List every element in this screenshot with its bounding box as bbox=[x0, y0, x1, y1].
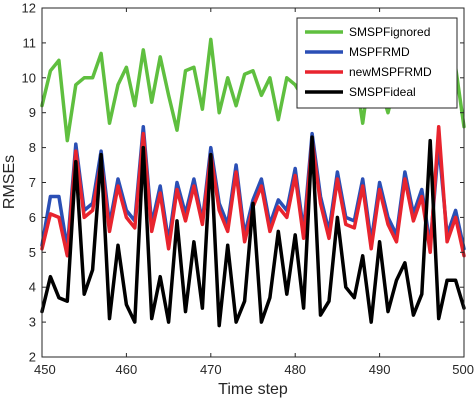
x-axis-title: Time step bbox=[218, 381, 288, 398]
x-tick-label: 450 bbox=[34, 362, 56, 377]
series-line-SMSPFideal bbox=[40, 135, 466, 328]
x-tick-label: 490 bbox=[369, 362, 391, 377]
y-tick-label: 8 bbox=[29, 140, 36, 155]
y-tick-label: 11 bbox=[23, 35, 37, 50]
legend-label: newMSPFRMD bbox=[349, 65, 432, 79]
x-tick-label: 500 bbox=[452, 362, 474, 377]
plot-frame bbox=[41, 7, 465, 358]
y-tick-label: 5 bbox=[29, 245, 36, 260]
x-tick-label: 480 bbox=[284, 362, 306, 377]
y-tick-label: 7 bbox=[29, 175, 36, 190]
legend-label: SMSPFideal bbox=[349, 85, 416, 99]
y-tick-label: 10 bbox=[22, 70, 36, 85]
x-tick-label: 460 bbox=[116, 362, 138, 377]
axis-ticks: 450 460 470 480 490 500 2 3 4 5 6 7 8 9 10 11 12 bbox=[22, 1, 474, 378]
y-axis-title: RMSEs bbox=[1, 155, 18, 209]
y-tick-label: 4 bbox=[29, 280, 36, 295]
legend-label: MSPFRMD bbox=[349, 45, 410, 59]
x-tick-label: 470 bbox=[200, 362, 222, 377]
y-tick-label: 6 bbox=[29, 210, 36, 225]
legend-label: SMSPFignored bbox=[349, 25, 430, 39]
y-tick-label: 12 bbox=[22, 1, 36, 16]
y-tick-label: 9 bbox=[29, 105, 36, 120]
y-tick-label: 2 bbox=[29, 350, 36, 365]
legend: SMSPFignored MSPFRMD newMSPFRMD SMSPFideal bbox=[296, 17, 458, 109]
y-tick-label: 3 bbox=[29, 315, 36, 330]
